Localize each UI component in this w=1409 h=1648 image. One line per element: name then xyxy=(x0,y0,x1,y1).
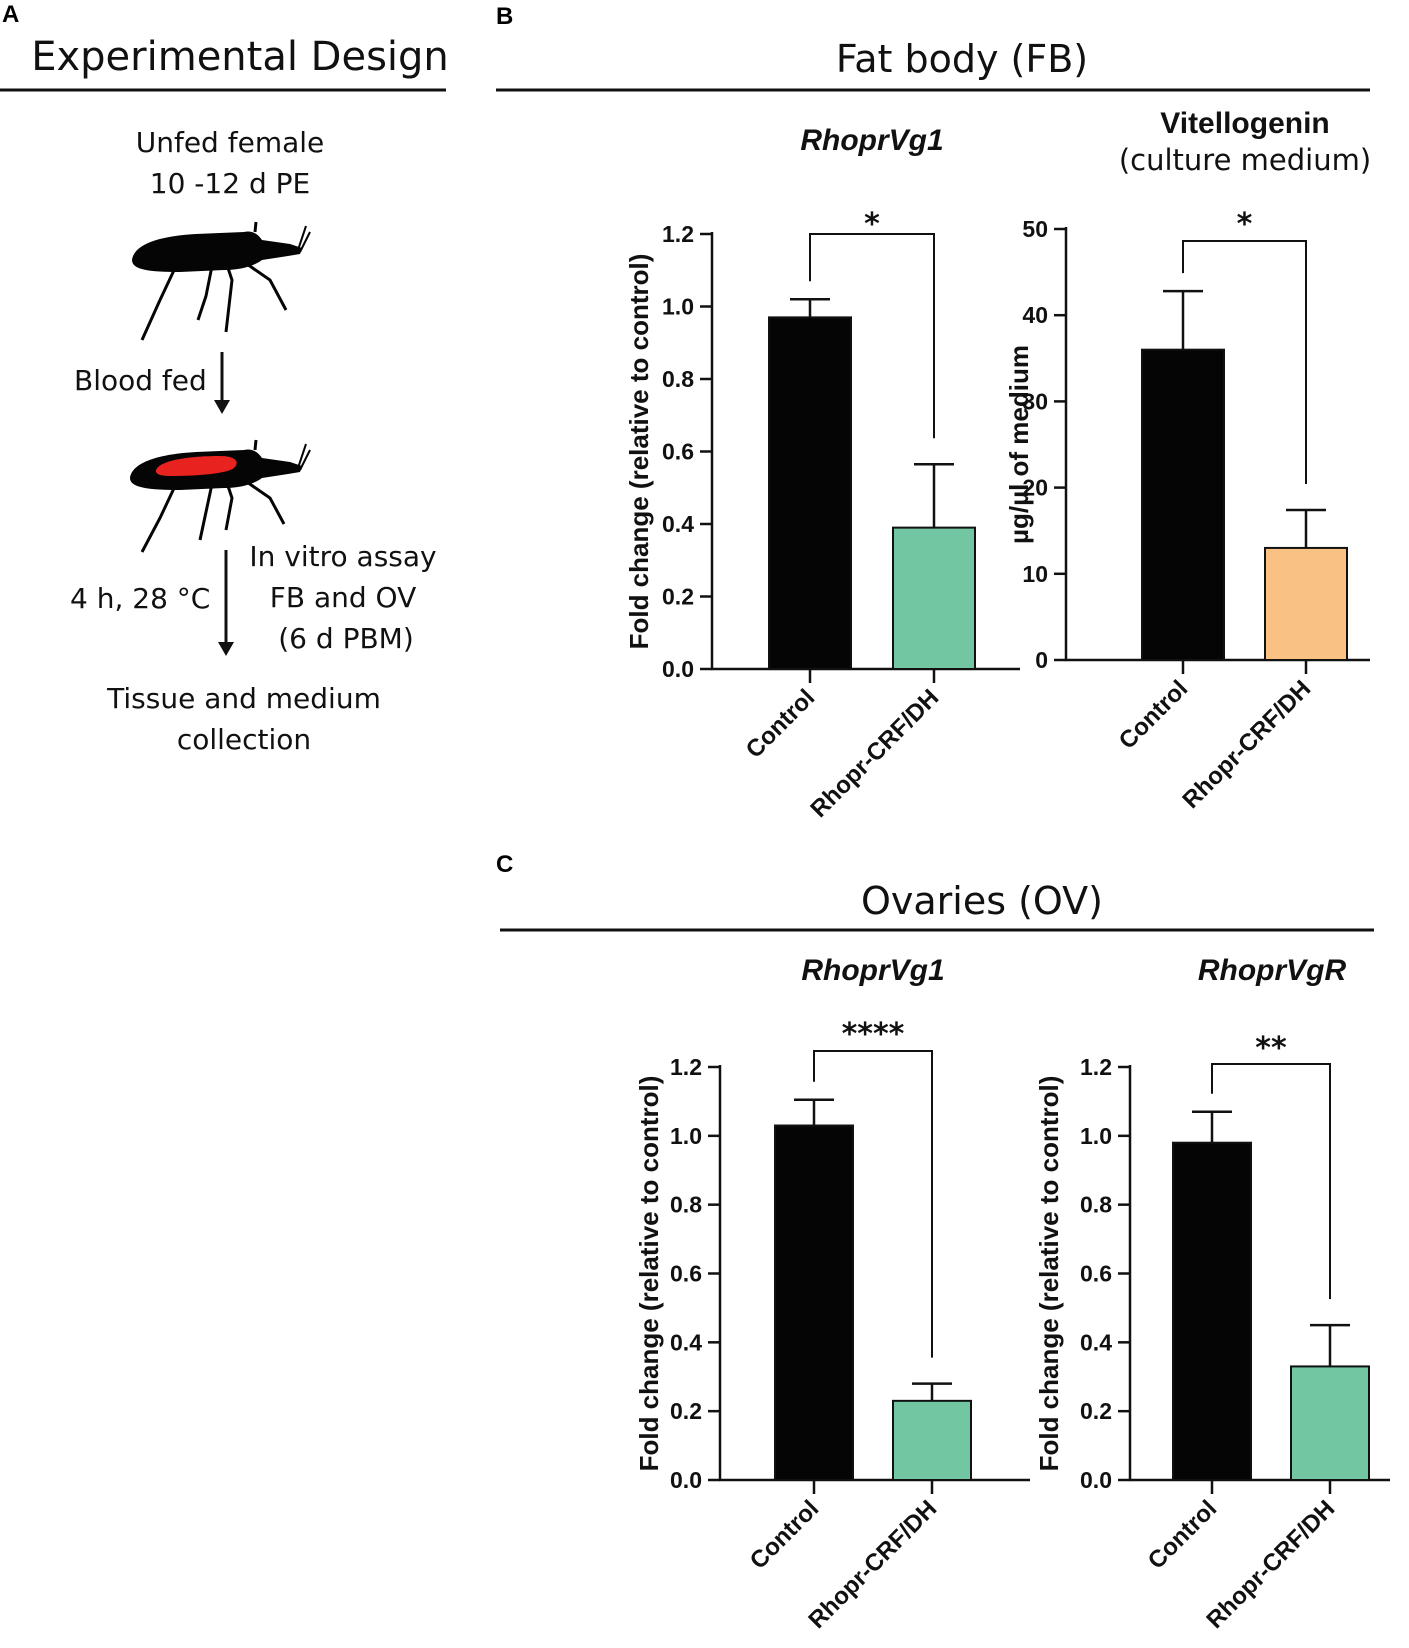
y-tick-label: 0.2 xyxy=(1080,1398,1112,1424)
bar-control xyxy=(768,316,852,670)
fed-insect-icon xyxy=(130,439,311,553)
y-tick-label: 1.0 xyxy=(670,1123,702,1149)
age-text: 10 -12 d PE xyxy=(150,167,310,200)
y-tick-label: 0.8 xyxy=(662,366,694,392)
bar-rhopr-crf-dh xyxy=(892,526,976,670)
unfed-female-text: Unfed female xyxy=(136,126,325,159)
fb-ov-text: FB and OV xyxy=(270,581,417,614)
unfed-insect-icon xyxy=(132,221,311,341)
chart-2: Vitellogenin(culture medium) µg/µl of med… xyxy=(1004,107,1371,814)
significance-label: **** xyxy=(842,1017,905,1052)
fat-body-title: Fat body (FB) xyxy=(836,37,1088,81)
y-tick-label: 0.0 xyxy=(1080,1467,1112,1493)
tissue-medium-text: Tissue and medium xyxy=(106,682,381,715)
bar-rhopr-crf-dh xyxy=(1264,546,1348,661)
y-tick-label: 0.8 xyxy=(670,1192,702,1218)
arrow-1-head xyxy=(214,400,230,414)
incubation-text: 4 h, 28 °C xyxy=(70,582,210,615)
y-tick-label: 0.6 xyxy=(1080,1261,1112,1287)
panel-letter-b: B xyxy=(496,3,513,30)
y-tick-label: 0.4 xyxy=(670,1329,702,1355)
chart-title: Vitellogenin xyxy=(1160,107,1329,140)
charts: RhoprVg1 Fold change (relative to control… xyxy=(624,107,1390,1634)
chart-3: RhoprVg1 Fold change (relative to control… xyxy=(634,954,1030,1634)
chart-1: RhoprVg1 Fold change (relative to control… xyxy=(624,124,1020,823)
bar-rhopr-crf-dh xyxy=(892,1399,972,1482)
in-vitro-assay-text: In vitro assay xyxy=(249,540,436,573)
blood-fed-text: Blood fed xyxy=(74,364,207,397)
chart-title: RhoprVg1 xyxy=(801,954,944,987)
y-tick-label: 1.2 xyxy=(662,221,694,247)
y-tick-label: 0.0 xyxy=(662,656,694,682)
significance-label: ** xyxy=(1255,1031,1287,1066)
bar-rhopr-crf-dh xyxy=(1290,1365,1370,1482)
panel-c-header: C Ovaries (OV) xyxy=(496,851,1374,932)
experimental-design-title: Experimental Design xyxy=(31,34,449,80)
y-tick-label: 50 xyxy=(1022,216,1048,242)
category-label: Control xyxy=(1143,1495,1222,1574)
chart-4: RhoprVgR Fold change (relative to control… xyxy=(1034,954,1390,1634)
category-label: Rhopr-CRF/DH xyxy=(1177,675,1316,814)
y-tick-label: 0.4 xyxy=(1080,1329,1112,1355)
significance-bracket xyxy=(813,1050,933,1358)
y-tick-label: 0.0 xyxy=(670,1467,702,1493)
y-tick-label: 40 xyxy=(1022,302,1048,328)
panel-b-header: B Fat body (FB) xyxy=(496,3,1370,92)
bar-control xyxy=(1141,348,1225,661)
y-tick-label: 0.2 xyxy=(670,1398,702,1424)
y-axis-label: µg/µl of medium xyxy=(1004,345,1034,544)
category-label: Rhopr-CRF/DH xyxy=(1201,1495,1340,1634)
y-axis-label: Fold change (relative to control) xyxy=(1034,1076,1064,1472)
y-tick-label: 30 xyxy=(1022,388,1048,414)
panel-letter-a: A xyxy=(2,1,19,28)
y-tick-label: 0 xyxy=(1035,647,1048,673)
y-axis-label: Fold change (relative to control) xyxy=(624,254,654,650)
category-label: Rhopr-CRF/DH xyxy=(803,1495,942,1634)
y-tick-label: 0.6 xyxy=(670,1261,702,1287)
chart-subtitle: (culture medium) xyxy=(1119,143,1371,177)
category-label: Rhopr-CRF/DH xyxy=(805,684,944,823)
category-label: Control xyxy=(1114,675,1193,754)
y-tick-label: 10 xyxy=(1022,561,1048,587)
y-tick-label: 0.6 xyxy=(662,439,694,465)
panel-a: A Experimental Design Unfed female 10 -1… xyxy=(0,1,449,756)
y-axis-label: Fold change (relative to control) xyxy=(634,1076,664,1472)
arrow-2-head xyxy=(218,642,234,656)
chart-title: RhoprVgR xyxy=(1198,954,1347,987)
ovaries-title: Ovaries (OV) xyxy=(861,879,1103,923)
significance-bracket xyxy=(1182,240,1307,485)
y-tick-label: 1.2 xyxy=(1080,1054,1112,1080)
collection-text: collection xyxy=(177,723,311,756)
y-tick-label: 1.0 xyxy=(1080,1123,1112,1149)
significance-bracket xyxy=(809,233,935,439)
bar-control xyxy=(1172,1141,1252,1481)
significance-label: * xyxy=(1237,207,1253,242)
chart-title: RhoprVg1 xyxy=(800,124,943,157)
y-tick-label: 0.4 xyxy=(662,511,694,537)
y-tick-label: 0.2 xyxy=(662,584,694,610)
significance-label: * xyxy=(864,207,880,242)
category-label: Control xyxy=(745,1495,824,1574)
bar-control xyxy=(774,1124,854,1481)
category-label: Control xyxy=(741,684,820,763)
significance-bracket xyxy=(1211,1063,1331,1300)
pbm-text: (6 d PBM) xyxy=(278,622,414,655)
y-tick-label: 1.0 xyxy=(662,294,694,320)
y-tick-label: 1.2 xyxy=(670,1054,702,1080)
panel-letter-c: C xyxy=(496,851,513,878)
y-tick-label: 20 xyxy=(1022,475,1048,501)
y-tick-label: 0.8 xyxy=(1080,1192,1112,1218)
